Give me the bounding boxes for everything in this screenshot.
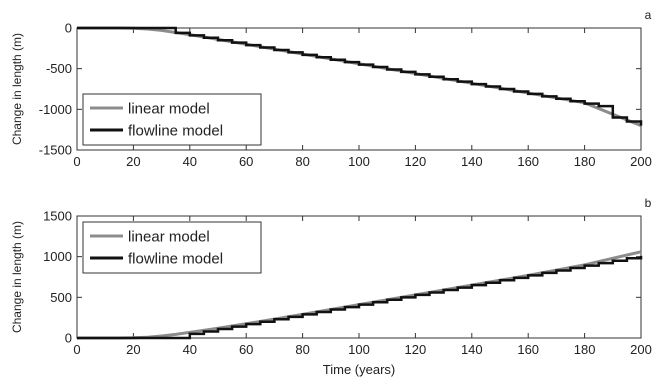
x-tick-label: 200 (630, 154, 652, 169)
x-tick-label: 160 (517, 342, 539, 357)
panel-label: a (645, 8, 652, 22)
legend-box (82, 221, 262, 274)
x-tick-label: 180 (574, 154, 596, 169)
legend-entry: flowline model (128, 251, 223, 268)
x-tick-label: 60 (239, 342, 253, 357)
y-tick-label: 0 (65, 21, 72, 36)
y-tick-label: -500 (46, 61, 72, 76)
panel-label: b (645, 196, 652, 210)
x-tick-label: 140 (461, 154, 483, 169)
legend: linear model flowline model (82, 93, 262, 146)
chart-panel-a: 0 20 40 60 80 100 120 140 160 180 200 0 -500 -1000 -15… (10, 8, 652, 169)
x-tick-label: 140 (461, 342, 483, 357)
x-tick-label: 100 (348, 342, 370, 357)
y-tick-label: -1500 (39, 143, 72, 158)
series-line-flowline-model (77, 26, 643, 126)
x-tick-label: 160 (517, 154, 539, 169)
legend-box (82, 93, 262, 146)
x-tick-label: 60 (239, 154, 253, 169)
x-tick-label: 20 (126, 154, 140, 169)
series-line-flowline-model (77, 255, 643, 340)
legend-entry: flowline model (128, 123, 223, 140)
x-tick-label: 80 (295, 154, 309, 169)
y-tick-label: 0 (65, 331, 72, 346)
x-tick-label: 20 (126, 342, 140, 357)
y-tick-label: 1500 (43, 209, 72, 224)
y-tick-label: 1000 (43, 249, 72, 264)
x-tick-label: 0 (73, 342, 80, 357)
x-tick-label: 80 (295, 342, 309, 357)
y-axis-label: Change in length (m) (10, 33, 24, 145)
x-tick-label: 100 (348, 154, 370, 169)
legend: linear model flowline model (82, 221, 262, 274)
x-tick-label: 200 (630, 342, 652, 357)
x-tick-label: 0 (73, 154, 80, 169)
x-tick-label: 120 (405, 342, 427, 357)
y-axis-label: Change in length (m) (10, 221, 24, 333)
y-tick-label: 500 (50, 290, 72, 305)
x-axis-label: Time (years) (323, 362, 395, 377)
x-tick-label: 40 (183, 342, 197, 357)
x-tick-label: 180 (574, 342, 596, 357)
x-tick-label: 120 (405, 154, 427, 169)
legend-entry: linear model (128, 229, 210, 246)
y-tick-label: -1000 (39, 102, 72, 117)
chart-panel-b: 0 20 40 60 80 100 120 140 160 180 200 0 500 1000 1500 C… (10, 196, 652, 377)
x-tick-label: 40 (183, 154, 197, 169)
legend-entry: linear model (128, 101, 210, 118)
